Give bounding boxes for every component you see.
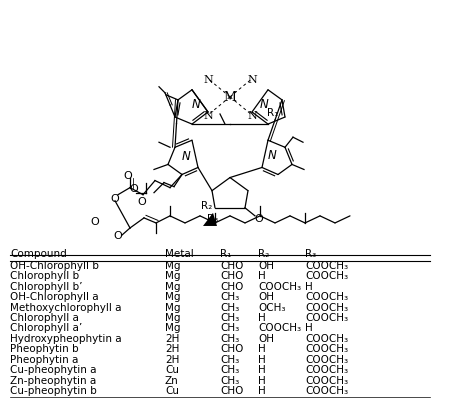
- Text: H: H: [258, 385, 266, 395]
- Text: Chlorophyll b: Chlorophyll b: [10, 271, 79, 281]
- Text: OCH₃: OCH₃: [258, 302, 285, 312]
- Text: H: H: [305, 323, 313, 333]
- Text: CH₃: CH₃: [220, 333, 239, 343]
- Text: COOCH₃: COOCH₃: [305, 354, 348, 364]
- Text: O: O: [255, 213, 264, 223]
- Text: O: O: [129, 183, 138, 193]
- Text: OH: OH: [258, 260, 274, 270]
- Text: CHO: CHO: [220, 260, 243, 270]
- Text: CHO: CHO: [220, 281, 243, 291]
- Text: H: H: [258, 344, 266, 353]
- Text: COOCH₃: COOCH₃: [305, 271, 348, 281]
- Text: H: H: [305, 281, 313, 291]
- Text: R₁: R₁: [267, 108, 279, 118]
- Text: R₂: R₂: [258, 248, 269, 258]
- Text: OH-Chlorophyll b: OH-Chlorophyll b: [10, 260, 99, 270]
- Text: COOCH₃: COOCH₃: [305, 292, 348, 301]
- Text: H: H: [258, 271, 266, 281]
- Text: Cu: Cu: [165, 364, 179, 374]
- Text: N: N: [191, 98, 201, 111]
- Text: M: M: [224, 91, 237, 104]
- Text: COOCH₃: COOCH₃: [305, 302, 348, 312]
- Text: Mg: Mg: [165, 323, 181, 333]
- Text: 2H: 2H: [165, 344, 179, 353]
- Text: Zn-pheophytin a: Zn-pheophytin a: [10, 375, 96, 385]
- Text: CH₃: CH₃: [220, 302, 239, 312]
- Text: 2H: 2H: [165, 354, 179, 364]
- Text: Hydroxypheophytin a: Hydroxypheophytin a: [10, 333, 122, 343]
- Text: COOCH₃: COOCH₃: [305, 375, 348, 385]
- Text: R₃: R₃: [207, 213, 219, 223]
- Text: Mg: Mg: [165, 281, 181, 291]
- Text: CH₃: CH₃: [220, 292, 239, 301]
- Text: CH₃: CH₃: [220, 323, 239, 333]
- Text: O: O: [137, 196, 146, 206]
- Text: 2H: 2H: [165, 333, 179, 343]
- Text: Chlorophyll b’: Chlorophyll b’: [10, 281, 82, 291]
- Text: COOCH₃: COOCH₃: [258, 323, 301, 333]
- Text: R₃: R₃: [305, 248, 316, 258]
- Text: Zn: Zn: [165, 375, 179, 385]
- Text: H: H: [258, 354, 266, 364]
- Text: N: N: [268, 148, 276, 162]
- Text: COOCH₃: COOCH₃: [305, 344, 348, 353]
- Text: Cu-pheophytin a: Cu-pheophytin a: [10, 364, 97, 374]
- Text: R₁: R₁: [220, 248, 231, 258]
- Text: COOCH₃: COOCH₃: [258, 281, 301, 291]
- Text: CH₃: CH₃: [220, 375, 239, 385]
- Text: Mg: Mg: [165, 292, 181, 301]
- Text: R₂: R₂: [201, 200, 213, 210]
- Text: Chlorophyll a’: Chlorophyll a’: [10, 323, 82, 333]
- Text: OH-Chlorophyll a: OH-Chlorophyll a: [10, 292, 99, 301]
- Text: Methoxychlorophyll a: Methoxychlorophyll a: [10, 302, 121, 312]
- Text: OH: OH: [258, 333, 274, 343]
- Text: Pheophytin a: Pheophytin a: [10, 354, 78, 364]
- Text: Mg: Mg: [165, 312, 181, 322]
- Text: N: N: [247, 111, 257, 121]
- Text: COOCH₃: COOCH₃: [305, 260, 348, 270]
- Text: COOCH₃: COOCH₃: [305, 333, 348, 343]
- Text: Mg: Mg: [165, 271, 181, 281]
- Text: O: O: [124, 170, 132, 180]
- Text: COOCH₃: COOCH₃: [305, 385, 348, 395]
- Text: O: O: [91, 216, 100, 226]
- Text: CHO: CHO: [220, 271, 243, 281]
- Text: Mg: Mg: [165, 260, 181, 270]
- Text: CH₃: CH₃: [220, 364, 239, 374]
- Text: O: O: [114, 231, 122, 240]
- Text: H: H: [258, 364, 266, 374]
- Text: COOCH₃: COOCH₃: [305, 364, 348, 374]
- Text: N: N: [203, 111, 213, 121]
- Text: H: H: [258, 312, 266, 322]
- Text: H: H: [258, 375, 266, 385]
- Text: COOCH₃: COOCH₃: [305, 312, 348, 322]
- Text: Pheophytin b: Pheophytin b: [10, 344, 79, 353]
- Text: N: N: [203, 74, 213, 85]
- Text: Chlorophyll a: Chlorophyll a: [10, 312, 79, 322]
- Text: CHO: CHO: [220, 344, 243, 353]
- Text: CHO: CHO: [220, 385, 243, 395]
- Text: O: O: [110, 193, 119, 203]
- Text: CH₃: CH₃: [220, 312, 239, 322]
- Text: CH₃: CH₃: [220, 354, 239, 364]
- Text: Mg: Mg: [165, 302, 181, 312]
- Text: Cu-pheophytin b: Cu-pheophytin b: [10, 385, 97, 395]
- Text: Compound: Compound: [10, 248, 67, 258]
- Text: OH: OH: [258, 292, 274, 301]
- Text: N: N: [260, 98, 268, 111]
- Polygon shape: [203, 213, 217, 227]
- Text: Cu: Cu: [165, 385, 179, 395]
- Text: N: N: [247, 74, 257, 85]
- Text: Metal: Metal: [165, 248, 194, 258]
- Text: N: N: [182, 149, 191, 162]
